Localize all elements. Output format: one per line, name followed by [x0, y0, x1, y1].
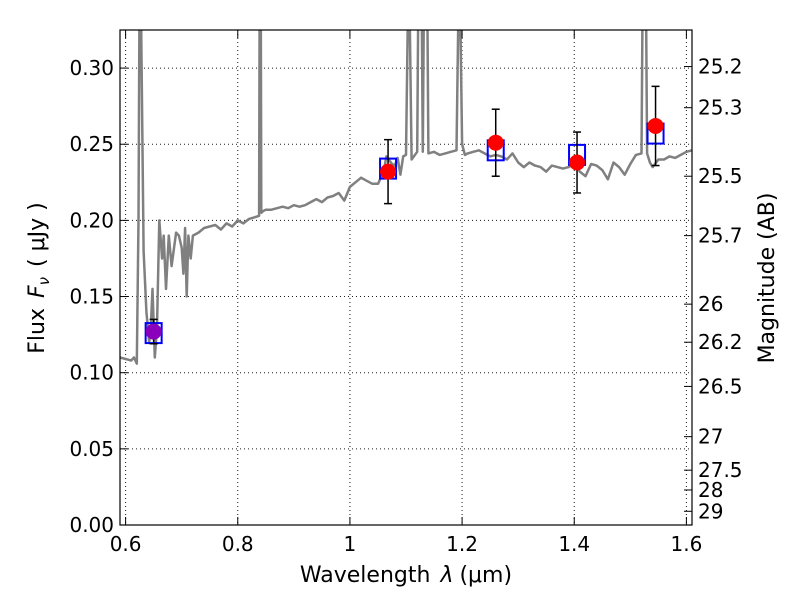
y-tick-label-0: 0.00	[69, 513, 114, 537]
mag-tick-label-9: 28	[698, 478, 723, 502]
mag-tick-label-3: 25.7	[698, 224, 743, 248]
x-axis-label: Wavelength λ (μm)	[300, 563, 512, 588]
observed-point-4	[647, 117, 664, 134]
y-tick-label-3: 0.15	[69, 285, 114, 309]
mag-tick-label-7: 27	[698, 425, 723, 449]
observed-point-3	[569, 154, 586, 171]
x-axis-ticks: 0.6 0.8 1 1.2 1.4 1.6	[110, 30, 702, 556]
x-tick-label-0: 0.6	[110, 532, 142, 556]
mag-tick-label-0: 25.2	[698, 55, 743, 79]
observed-point-0	[145, 323, 162, 340]
observed-photometry-markers	[145, 117, 664, 340]
observed-point-1	[380, 163, 397, 180]
y-tick-label-6: 0.30	[69, 56, 114, 80]
mag-tick-label-10: 29	[698, 499, 723, 523]
y-axis-label-subscript: ν	[35, 277, 53, 285]
y-axis-ticks: 0.00 0.05 0.10 0.15 0.20 0.25 0.30	[69, 56, 128, 537]
observed-point-2	[487, 134, 504, 151]
mag-tick-label-1: 25.3	[698, 96, 743, 120]
y-axis-label-unit: ( μJy )	[25, 202, 50, 267]
y-axis-label: Flux Fν ( μJy )	[25, 202, 53, 353]
y-tick-label-1: 0.05	[69, 437, 114, 461]
y-axis-label-text: Flux	[25, 308, 50, 354]
x-axis-label-unit: (μm)	[459, 563, 512, 588]
magnitude-axis-label: Magnitude (AB)	[755, 193, 780, 364]
mag-tick-label-6: 26.5	[698, 374, 743, 398]
y-tick-label-2: 0.10	[69, 361, 114, 385]
plot-frame	[119, 29, 693, 526]
x-tick-label-3: 1.2	[446, 532, 478, 556]
x-tick-label-1: 0.8	[222, 532, 254, 556]
mag-tick-label-4: 26	[698, 292, 723, 316]
y-tick-label-5: 0.25	[69, 132, 114, 156]
x-tick-label-4: 1.4	[558, 532, 590, 556]
x-axis-label-text: Wavelength	[300, 563, 431, 588]
x-tick-label-2: 1	[344, 532, 357, 556]
y-tick-label-4: 0.20	[69, 208, 114, 232]
mag-tick-label-2: 25.5	[698, 164, 743, 188]
mag-tick-label-5: 26.2	[698, 330, 743, 354]
grid-lines	[120, 30, 692, 526]
x-tick-label-5: 1.6	[670, 532, 702, 556]
x-axis-label-symbol: λ	[439, 563, 453, 588]
mag-tick-label-8: 27.5	[698, 458, 743, 482]
y-axis-label-symbol: F	[25, 285, 50, 298]
